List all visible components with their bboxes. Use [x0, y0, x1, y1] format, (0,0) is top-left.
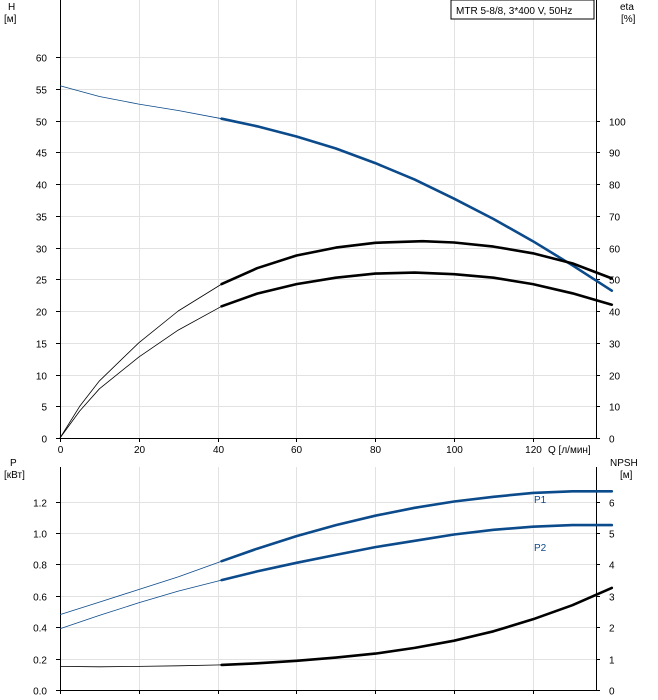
lower-series: [59, 490, 614, 668]
lower-left-tick-label-1.0: 1.0: [33, 530, 47, 541]
upper-ticks: [56, 57, 600, 442]
x-tick-label-100: 100: [446, 445, 463, 456]
x-axis-label: Q [л/мин]: [548, 445, 591, 456]
upper-right-tick-label-90: 90: [609, 149, 621, 160]
upper-left-tick-label-5: 5: [41, 403, 47, 414]
lower-right-tick-label-4: 4: [609, 561, 615, 572]
legend-text: MTR 5-8/8, 3*400 V, 50Hz: [456, 6, 572, 17]
lower-right-tick-label-1: 1: [609, 656, 615, 667]
upper-series: [59, 85, 614, 439]
lower-series-0-line: [220, 490, 614, 563]
lower-right-tick-label-2: 2: [609, 624, 615, 635]
lower-series-2-line: [220, 586, 614, 667]
upper-left-tick-label-15: 15: [36, 340, 48, 351]
lower-right-tick-label-3: 3: [609, 593, 615, 604]
lower-right-tick-label-0: 0: [609, 687, 615, 698]
lower-right-axis-label-1: NPSH: [610, 458, 638, 469]
upper-left-axis-label-1: H: [8, 2, 15, 13]
lower-axes: [60, 467, 597, 691]
upper-left-tick-label-40: 40: [36, 181, 48, 192]
upper-series-1-line: [220, 239, 614, 286]
lower-right-tick-label-5: 5: [609, 530, 615, 541]
lower-ticks: [56, 502, 600, 694]
upper-axes: [60, 0, 597, 439]
upper-left-tick-label-35: 35: [36, 213, 48, 224]
upper-right-tick-label-70: 70: [609, 213, 621, 224]
upper-chart: 0 20 40 60 80 100 120 0 5 10 15 20 25 30 35 40 45 50 55 60 0…: [4, 0, 636, 456]
lower-left-tick-label-1.2: 1.2: [33, 499, 47, 510]
upper-left-tick-label-55: 55: [36, 86, 48, 97]
upper-series-0-line: [220, 117, 614, 292]
lower-right-axis-label-2: [м]: [620, 470, 633, 481]
upper-series-2-extrapolated-line: [59, 305, 222, 439]
lower-left-axis-label-2: [кВт]: [4, 470, 25, 481]
upper-left-tick-label-20: 20: [36, 308, 48, 319]
upper-right-tick-label-100: 100: [609, 118, 626, 129]
upper-left-tick-label-50: 50: [36, 118, 48, 129]
upper-series-0-extrapolated-line: [59, 85, 222, 120]
upper-right-tick-label-40: 40: [609, 308, 621, 319]
legend-box: [450, 0, 595, 20]
x-tick-label-60: 60: [291, 445, 303, 456]
x-tick-label-120: 120: [525, 445, 542, 456]
upper-right-tick-label-50: 50: [609, 276, 621, 287]
upper-right-tick-label-30: 30: [609, 340, 621, 351]
lower-series-2-extrapolated-line: [59, 664, 222, 668]
lower-left-tick-label-0.8: 0.8: [33, 561, 47, 572]
upper-right-tick-label-10: 10: [609, 403, 621, 414]
upper-right-tick-label-60: 60: [609, 245, 621, 256]
upper-left-tick-label-0: 0: [41, 435, 47, 446]
upper-right-tick-label-0: 0: [609, 435, 615, 446]
lower-series-1-extrapolated-line: [59, 579, 222, 630]
lower-left-tick-label-0.6: 0.6: [33, 593, 47, 604]
upper-gridlines: [60, 0, 596, 439]
lower-series-1-line: [220, 523, 614, 582]
upper-left-tick-label-25: 25: [36, 276, 48, 287]
lower-left-axis-label-1: P: [10, 458, 17, 469]
x-tick-label-40: 40: [213, 445, 225, 456]
upper-right-tick-label-20: 20: [609, 372, 621, 383]
upper-left-tick-label-60: 60: [36, 54, 48, 65]
upper-right-axis-label-2: [%]: [621, 14, 636, 25]
x-tick-label-80: 80: [370, 445, 382, 456]
lower-left-tick-label-0.0: 0.0: [33, 687, 47, 698]
upper-series-1-extrapolated-line: [59, 283, 222, 439]
lower-left-tick-label-0.2: 0.2: [33, 656, 47, 667]
x-tick-label-0: 0: [58, 445, 64, 456]
x-tick-label-20: 20: [134, 445, 146, 456]
upper-left-axis-label-2: [м]: [4, 14, 17, 25]
series-label-p1: P1: [534, 495, 547, 506]
upper-right-tick-label-80: 80: [609, 181, 621, 192]
upper-series-2-line: [220, 271, 614, 308]
lower-chart: 0.0 0.2 0.4 0.6 0.8 1.0 1.2 0 1 2 3 4 5 6 P [кВт] NPS…: [4, 458, 638, 698]
upper-left-tick-label-30: 30: [36, 245, 48, 256]
series-label-p2: P2: [534, 543, 547, 554]
lower-right-tick-label-6: 6: [609, 499, 615, 510]
lower-tick-labels: 0.0 0.2 0.4 0.6 0.8 1.0 1.2 0 1 2 3 4 5 6: [33, 499, 615, 698]
upper-left-tick-label-10: 10: [36, 372, 48, 383]
upper-tick-labels: 0 20 40 60 80 100 120 0 5 10 15 20 25 30 35 40 45 50 55 60 0…: [36, 54, 626, 457]
upper-left-tick-label-45: 45: [36, 149, 48, 160]
lower-left-tick-label-0.4: 0.4: [33, 624, 47, 635]
upper-right-axis-label-1: eta: [620, 2, 634, 13]
lower-series-0-extrapolated-line: [59, 560, 222, 615]
